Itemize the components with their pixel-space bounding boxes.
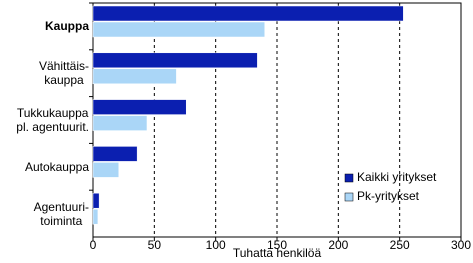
legend-label: Pk-yritykset: [357, 189, 420, 203]
y-tick-label: Vähittäis- kauppa: [38, 59, 89, 88]
x-tick-label: 150: [267, 238, 287, 252]
bar: [92, 192, 100, 209]
bar: [92, 5, 404, 22]
bar: [92, 68, 177, 85]
x-tick-label: 250: [390, 238, 410, 252]
x-tick-label: 0: [90, 238, 97, 252]
y-tick-label: Tukkukauppa pl. agentuurit.: [16, 106, 89, 134]
y-tick-label: Autokauppa: [24, 159, 89, 174]
legend-swatch: [344, 173, 354, 183]
bar: [92, 99, 187, 115]
x-axis-label: Tuhatta henkilöä: [233, 246, 322, 260]
legend-label: Kaikki yritykset: [357, 170, 437, 184]
y-tick-label: Kauppa: [44, 19, 89, 34]
bar: [92, 146, 138, 162]
bar: [92, 52, 258, 69]
bar: [92, 162, 120, 178]
x-tick-label: 300: [451, 238, 471, 252]
bar: [92, 115, 148, 131]
bar: [92, 208, 99, 225]
y-tick-label: Agentuuri- toiminta: [33, 199, 89, 228]
bar: [92, 21, 265, 38]
x-tick-label: 50: [148, 238, 162, 252]
x-tick-label: 200: [328, 238, 348, 252]
x-tick-label: 100: [206, 238, 226, 252]
legend-swatch: [344, 192, 354, 202]
